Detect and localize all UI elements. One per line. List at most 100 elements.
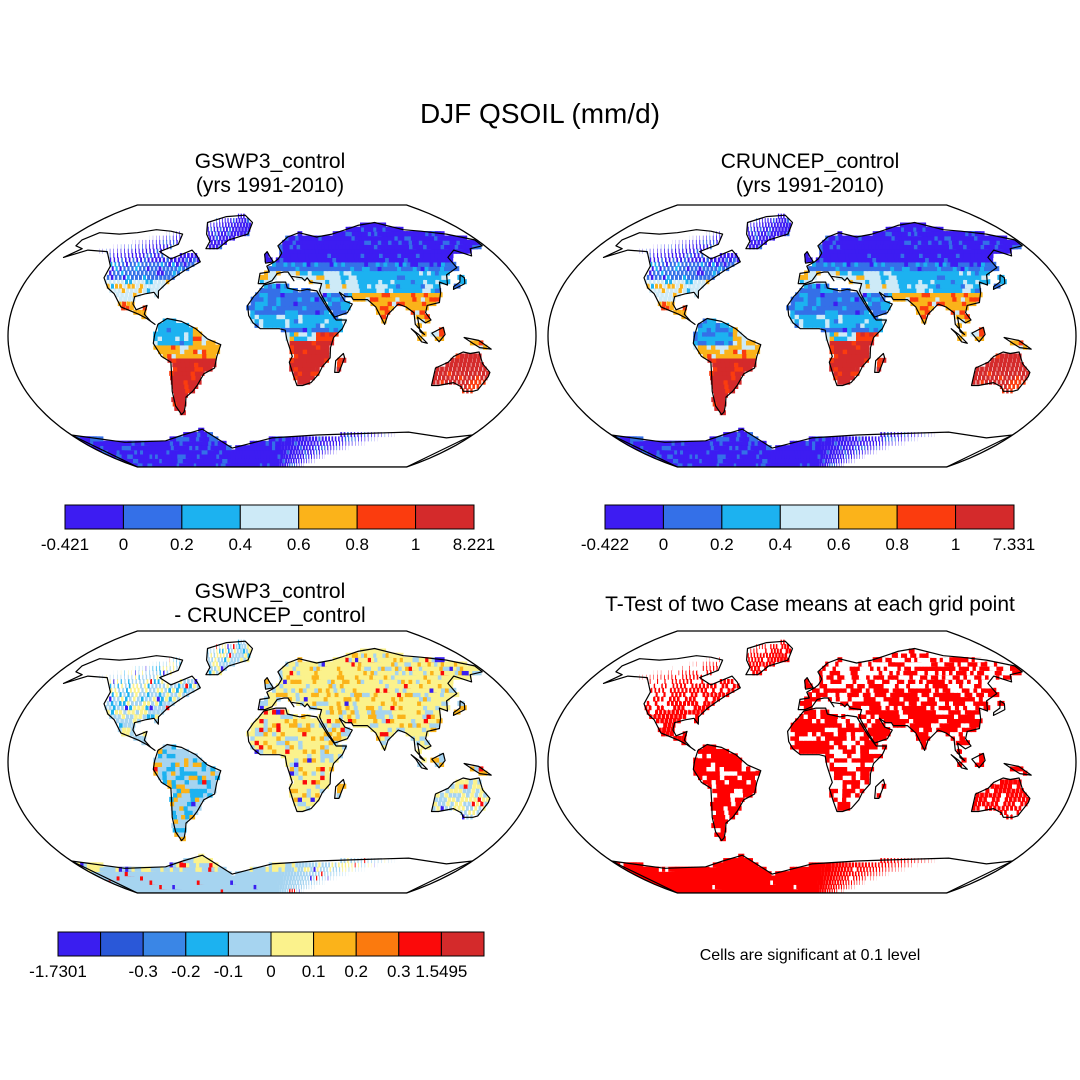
grid-cell [864,235,871,241]
grid-cell [867,449,869,455]
coastline-northamerica [62,229,201,325]
grid-cell [329,331,335,337]
grid-cell [994,357,999,363]
grid-cell [871,436,874,442]
grid-cell [1007,362,1011,368]
grid-cell [316,239,322,245]
grid-cell [702,340,708,346]
coastline-eurasia [257,221,483,336]
grid-cell [277,458,280,464]
grid-cell [939,296,946,302]
grid-cell [227,218,229,224]
grid-cell [196,432,204,438]
grid-cell [336,305,342,311]
grid-cell [259,296,264,302]
grid-cell [747,362,753,368]
grid-cell [334,288,340,293]
grid-cell [889,253,896,258]
grid-cell [741,336,747,341]
grid-cell [815,261,821,267]
grid-cell [746,349,752,355]
grid-cell [183,253,186,258]
grid-cell [194,253,198,258]
grid-cell [222,445,229,451]
grid-cell [163,274,167,280]
grid-cell [274,458,278,464]
grid-cell [1016,384,1020,389]
grid-cell [268,266,273,272]
grid-cell [695,288,699,293]
grid-cell [416,296,423,302]
grid-cell [394,261,402,267]
grid-cell [934,279,941,285]
grid-cell [893,239,901,245]
grid-cell [825,327,831,333]
grid-cell [210,353,216,359]
grid-cell [838,340,844,346]
grid-cell [294,257,300,263]
grid-cell [1014,340,1019,346]
grid-cell [160,283,165,289]
grid-cell [725,388,731,394]
grid-cell [809,458,813,464]
grid-cell [842,305,848,311]
grid-cell [874,283,880,289]
grid-cell [367,436,369,442]
grid-cell [115,266,118,272]
grid-cell [690,253,692,258]
grid-cell [369,292,375,298]
grid-cell [741,349,748,355]
grid-cell [868,436,870,442]
grid-cell [414,279,422,285]
grid-cell [251,458,256,464]
grid-cell [668,292,673,298]
grid-cell [866,440,868,446]
grid-cell [754,440,761,446]
grid-cell [700,283,705,289]
grid-cell [126,301,131,307]
grid-cell [719,397,726,403]
grid-cell [110,283,114,289]
grid-cell [899,244,907,250]
grid-cell [311,309,317,315]
grid-cell [841,379,846,385]
grid-cell [838,436,842,442]
grid-cell [311,336,317,341]
grid-cell [757,239,760,245]
grid-cell [310,375,315,381]
grid-cell [404,266,412,272]
grid-cell [861,261,868,267]
grid-cell [792,453,797,459]
grid-cell [298,309,304,315]
grid-cell [183,379,190,385]
grid-cell [285,318,291,324]
grid-cell [750,353,756,359]
grid-cell [297,248,303,254]
grid-cell [730,432,737,438]
grid-cell [391,270,398,276]
grid-cell [910,257,917,263]
grid-cell [327,445,329,451]
grid-cell [319,301,325,307]
grid-cell [176,231,177,237]
grid-cell [298,235,304,241]
grid-cell [868,274,874,280]
grid-cell [252,462,257,467]
grid-cell [405,288,412,293]
grid-cell [164,261,167,267]
grid-cell [884,274,891,280]
grid-cell [869,331,875,337]
grid-cell [875,270,882,276]
grid-cell [778,226,781,232]
grid-cell [667,296,672,302]
grid-cell [830,248,835,254]
grid-cell [715,344,721,350]
grid-cell [148,283,152,289]
grid-cell [347,248,354,254]
grid-cell [688,283,692,289]
grid-cell [649,253,651,258]
grid-cell [972,379,976,385]
grid-cell [331,235,338,241]
grid-cell [828,292,834,298]
grid-cell [391,296,397,302]
